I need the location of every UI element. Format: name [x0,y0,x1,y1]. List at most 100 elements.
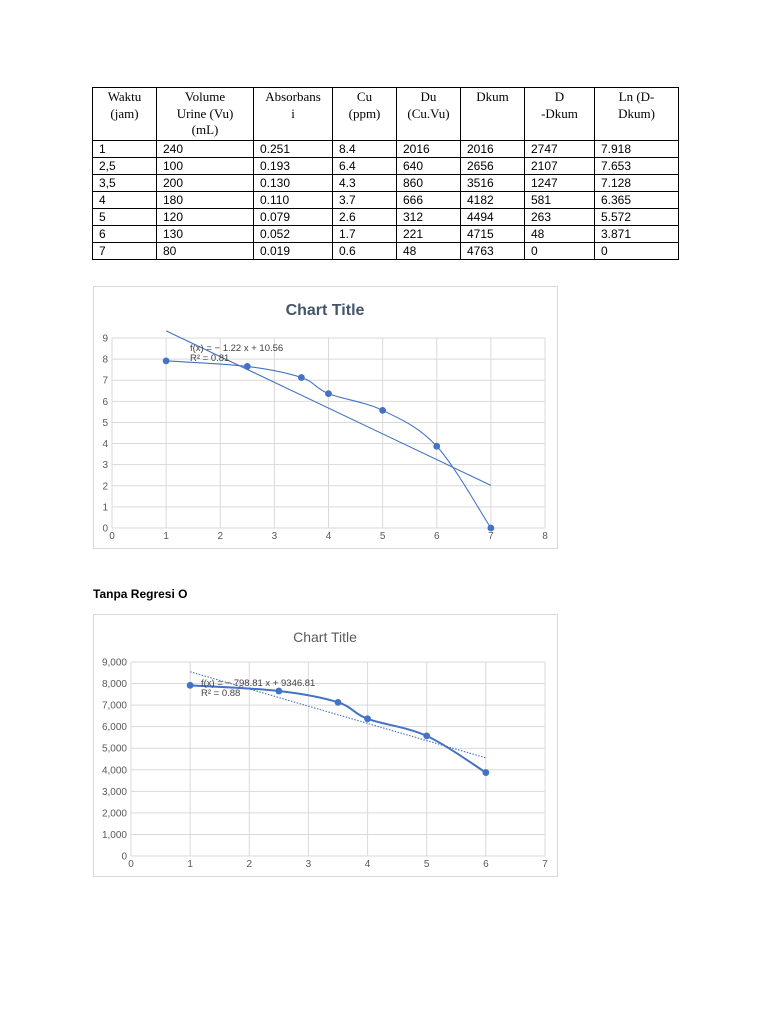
table-cell: 640 [396,157,461,175]
header-du: Du (Cu.Vu) [396,87,461,141]
x-tick-label: 8 [542,531,548,542]
x-tick-label: 7 [488,531,494,542]
table-cell: 1.7 [332,225,397,243]
x-tick-label: 1 [163,531,169,542]
table-row: 2,5 100 0.193 6.4 640 2656 2107 7.653 [92,157,679,175]
table-cell: 8.4 [332,140,397,158]
data-point [433,442,441,450]
data-point [334,698,342,706]
chart-title: Chart Title [286,302,365,319]
table-row: 6 130 0.052 1.7 221 4715 48 3.871 [92,225,679,243]
y-tick-label: 4 [102,439,108,450]
data-point [487,524,495,532]
table-cell: 7.128 [594,174,679,192]
table-cell: 0.110 [253,191,333,209]
data-point [186,681,194,689]
table-cell: 0.193 [253,157,333,175]
table-cell: 100 [156,157,254,175]
x-tick-label: 7 [542,859,548,870]
y-tick-label: 2 [102,481,108,492]
y-tick-label: 5 [102,418,108,429]
y-tick-label: 1 [102,502,108,513]
y-tick-label: 7 [102,376,108,387]
table-cell: 0.079 [253,208,333,226]
table-cell: 4.3 [332,174,397,192]
table-cell: 180 [156,191,254,209]
data-point [379,406,387,414]
x-tick-label: 5 [380,531,386,542]
x-tick-label: 1 [187,859,193,870]
table-cell: 4494 [460,208,525,226]
table-cell: 4715 [460,225,525,243]
trendline [189,671,487,759]
table-cell: 1247 [524,174,595,192]
data-point [325,390,332,398]
trendline-equation: f(x) = − 1.22 x + 10.56 [190,343,283,354]
chart-title: Chart Title [293,629,357,645]
table-cell: 581 [524,191,595,209]
data-point [162,357,170,365]
table-cell: 0.019 [253,242,333,260]
table-cell: 4 [92,191,157,209]
x-tick-label: 0 [128,859,134,870]
table-cell: 0.251 [253,140,333,158]
data-point [243,363,251,370]
x-tick-label: 4 [365,859,371,870]
table-cell: 4763 [460,242,525,260]
header-absorbansi: Absorbans i [253,87,333,141]
table-cell: 860 [396,174,461,192]
table-cell: 120 [156,208,254,226]
table-cell: 6.4 [332,157,397,175]
table-cell: 5.572 [594,208,679,226]
y-tick-label: 8,000 [102,679,127,690]
table-cell: 6 [92,225,157,243]
series-line [190,684,487,774]
chart-d-dkum-tanpa-regresi: Chart Title 0 1,000 2,000 3,000 4,000 5,000 6,0… [93,614,558,877]
section-heading: Tanpa Regresi O [93,587,188,601]
table-row: 5 120 0.079 2.6 312 4494 263 5.572 [92,208,679,226]
table-cell: 5 [92,208,157,226]
table-cell: 0.6 [332,242,397,260]
table-cell: 48 [396,242,461,260]
y-tick-label: 9,000 [102,658,127,669]
table-cell: 0.052 [253,225,333,243]
x-tick-label: 4 [326,531,332,542]
table-cell: 666 [396,191,461,209]
table-cell: 2656 [460,157,525,175]
table-row: 7 80 0.019 0.6 48 4763 0 0 [92,242,679,260]
table-cell: 3.871 [594,225,679,243]
table-cell: 312 [396,208,461,226]
x-tick-label: 5 [424,859,430,870]
table-cell: 200 [156,174,254,192]
y-tick-label: 1,000 [102,830,127,841]
table-cell: 48 [524,225,595,243]
y-tick-label: 0 [121,852,127,863]
table-cell: 2107 [524,157,595,175]
table-cell: 4182 [460,191,525,209]
y-tick-label: 6 [102,397,108,408]
x-tick-label: 2 [247,859,253,870]
table-cell: 263 [524,208,595,226]
header-cu: Cu (ppm) [332,87,397,141]
table-cell: 2,5 [92,157,157,175]
table-cell: 2747 [524,140,595,158]
chart2-svg: Chart Title 0 1,000 2,000 3,000 4,000 5,000 6,0… [102,629,548,870]
header-waktu: Waktu (jam) [92,87,157,141]
data-point [275,687,283,695]
y-tick-label: 3 [102,460,108,471]
x-tick-label: 6 [483,859,489,870]
chart1-svg: Chart Title 0 1 2 3 4 5 6 7 8 9 0 1 2 3 4 5 6 7 8 f(x) = − 1… [102,302,548,542]
x-tick-label: 2 [217,531,223,542]
y-tick-label: 7,000 [102,701,127,712]
table-cell: 221 [396,225,461,243]
data-point [482,769,490,776]
header-volume-urine: Volume Urine (Vu) (mL) [156,87,254,141]
table-cell: 1 [92,140,157,158]
table-cell: 7.918 [594,140,679,158]
header-dkum: Dkum [460,87,525,141]
chart-ln-d-dkum: Chart Title 0 1 2 3 4 5 6 7 8 9 0 1 2 3 4 5 6 7 8 f(x) = − 1… [93,286,558,549]
table-cell: 3,5 [92,174,157,192]
trendline-equation: f(x) = − 798.81 x + 9346.81 [201,678,315,689]
table-cell: 3.7 [332,191,397,209]
data-point [298,374,305,381]
